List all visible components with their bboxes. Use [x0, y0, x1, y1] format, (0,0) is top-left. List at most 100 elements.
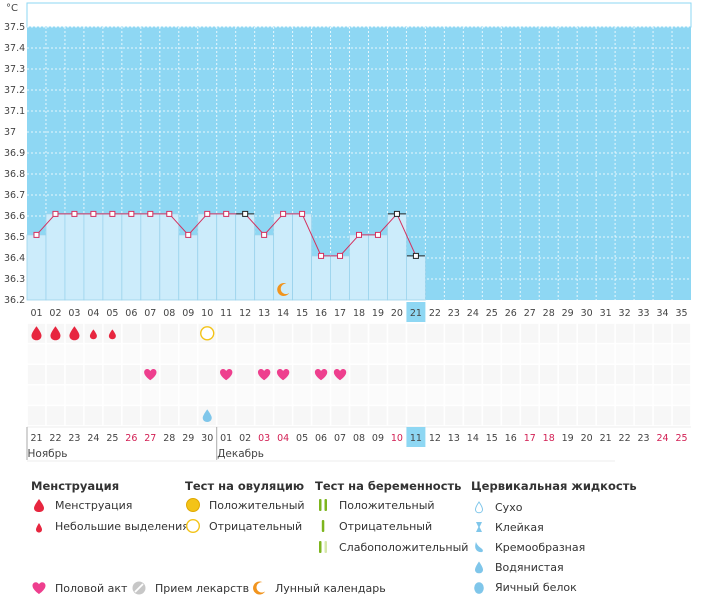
temperature-point [356, 231, 362, 238]
pregnancy-weak-positive-icon [315, 539, 331, 555]
temperature-bar [311, 255, 331, 301]
marker-grid-cell [103, 384, 122, 406]
cycle-day-label: 02 [49, 308, 61, 319]
calendar-date-label: 18 [543, 433, 555, 444]
marker-grid-cell [406, 364, 426, 385]
marker-grid-cell [634, 405, 653, 426]
temperature-line-segment [301, 213, 322, 257]
y-unit-label: °C [6, 3, 18, 14]
calendar-date-label: 06 [315, 433, 327, 444]
marker-grid-cell [482, 343, 502, 365]
temperature-point [337, 252, 344, 259]
cycle-day-label: 24 [467, 308, 479, 319]
temperature-point [393, 210, 400, 217]
spotting-marker [108, 329, 116, 340]
marker-grid-cell [444, 384, 464, 406]
marker-grid-cell [463, 384, 483, 406]
calendar-date-label: 25 [106, 433, 118, 444]
marker-grid-cell [273, 323, 293, 344]
menstruation-marker [69, 326, 80, 341]
legend-label: Отрицательный [339, 519, 433, 533]
legend-label: Прием лекарств [155, 581, 250, 595]
marker-grid-cell [330, 323, 350, 344]
marker-grid-cell [65, 343, 84, 365]
marker-grid-cell [160, 384, 179, 406]
calendar-date-label: 03 [258, 433, 270, 444]
calendar-date-label: 21 [600, 433, 612, 444]
temperature-point [223, 210, 230, 217]
marker-grid-cell [46, 405, 65, 426]
temperature-bar [330, 255, 350, 301]
marker-grid-cell [273, 405, 293, 426]
marker-grid-cell [254, 323, 274, 344]
cycle-day-label: 16 [315, 308, 327, 319]
marker-grid-cell [178, 343, 198, 365]
temperature-line-segment [187, 213, 208, 236]
marker-grid-cell [615, 384, 634, 406]
marker-grid-cell [501, 343, 521, 365]
marker-grid-cell [520, 405, 540, 426]
marker-grid-cell [425, 323, 445, 344]
cycle-day-label: 09 [182, 308, 194, 319]
legend-label: Положительный [339, 498, 435, 512]
marker-grid-cell [368, 323, 388, 344]
marker-grid-cell [178, 323, 198, 344]
marker-grid-cell [311, 405, 331, 426]
marker-grid-cell [254, 343, 274, 365]
calendar-date-label: 10 [391, 433, 403, 444]
marker-grid-cell [46, 384, 65, 406]
cervical-fluid-marker [202, 409, 212, 422]
marker-grid-cell [387, 323, 407, 344]
pill-icon [131, 580, 147, 596]
calendar-date-label: 19 [562, 433, 574, 444]
marker-grid-cell [273, 384, 293, 406]
marker-grid-cell [141, 343, 160, 365]
marker-grid-cell [539, 323, 559, 344]
calendar-date-label: 04 [277, 433, 289, 444]
calendar-date-label: 05 [296, 433, 308, 444]
lunar-marker [277, 283, 290, 297]
ovulation-positive-icon [185, 497, 201, 513]
y-tick-label: 37.2 [4, 85, 25, 96]
marker-grid-cell [311, 384, 331, 406]
temperature-bar [273, 213, 293, 301]
temperature-point [261, 231, 268, 238]
marker-grid-cell [349, 405, 369, 426]
temperature-bar [292, 213, 312, 301]
marker-grid-cell [672, 405, 691, 426]
legend-label: Отрицательный [209, 519, 303, 533]
intercourse-marker [257, 368, 271, 381]
fluid-creamy-icon [471, 539, 487, 555]
marker-grid-cell [27, 343, 46, 365]
marker-grid-cell [178, 405, 198, 426]
y-tick-label: 37.1 [4, 106, 25, 117]
calendar-date-label: 13 [448, 433, 460, 444]
marker-grid-cell [558, 384, 577, 406]
temperature-point [90, 210, 97, 217]
small-blood-drop-icon [31, 518, 47, 534]
marker-grid-cell [425, 343, 445, 365]
marker-grid-cell [406, 343, 426, 365]
calendar-date-label: 22 [49, 433, 61, 444]
legend-item-intercourse: Половой акт [31, 580, 127, 596]
intercourse-marker [220, 368, 233, 381]
marker-grid-cell [482, 323, 502, 344]
temperature-point [166, 210, 173, 217]
marker-grid-cell [520, 364, 540, 385]
calendar-date-label: 24 [87, 433, 99, 444]
marker-grid-cell [103, 405, 122, 426]
cycle-day-label: 15 [296, 308, 308, 319]
marker-grid-cell [539, 405, 559, 426]
legend-item-ovulation-negative: Отрицательный [185, 518, 302, 534]
temperature-bar [83, 213, 104, 301]
marker-grid-cell [615, 364, 634, 385]
calendar-date-label: 24 [656, 433, 668, 444]
temperature-line-segment [377, 213, 398, 236]
marker-grid-cell [141, 323, 160, 344]
marker-grid-cell [197, 384, 217, 406]
temperature-bar [254, 234, 275, 301]
legend-label: Положительный [209, 498, 305, 512]
marker-grid-cell [216, 384, 236, 406]
temperature-line-segment [168, 213, 189, 236]
y-tick-label: 37.4 [4, 43, 25, 54]
